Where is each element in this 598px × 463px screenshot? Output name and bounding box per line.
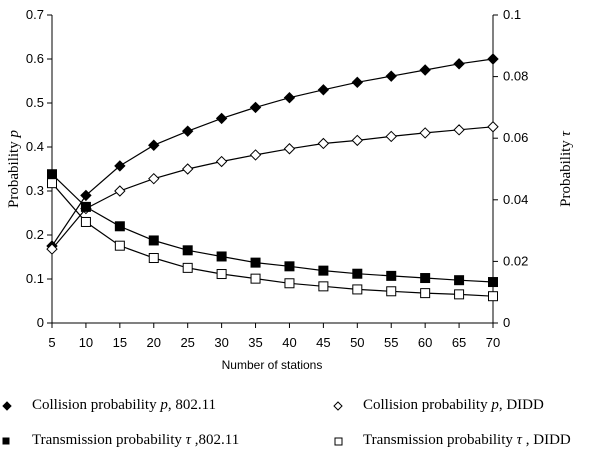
x-tick-label: 20	[147, 335, 161, 350]
axis-title-symbol: p	[6, 130, 22, 139]
right-y-tick-label: 0.02	[503, 253, 528, 268]
data-point-diamond	[114, 185, 126, 197]
data-point-square	[47, 178, 57, 189]
y-axis-title-left-text: Probability	[6, 138, 22, 208]
data-point-square	[114, 221, 125, 232]
data-point-diamond	[317, 84, 330, 96]
data-point-diamond	[487, 121, 499, 133]
y-axis-title-left: Probability p	[6, 130, 22, 208]
data-point-square	[386, 270, 397, 281]
data-point-square	[420, 288, 431, 299]
axis-title-symbol: τ	[558, 130, 574, 136]
series-layer	[46, 53, 499, 302]
data-point-diamond	[283, 143, 296, 155]
x-tick-label: 40	[282, 335, 296, 350]
series-line-0	[51, 58, 494, 247]
x-tick-label: 35	[248, 335, 262, 350]
data-point-square	[386, 286, 397, 297]
data-point-square	[148, 235, 159, 246]
data-point-diamond	[351, 76, 364, 89]
data-point-diamond	[215, 155, 228, 168]
data-point-diamond	[317, 137, 330, 150]
data-point-diamond	[249, 101, 262, 114]
x-tick-label: 60	[418, 335, 432, 350]
x-tick-label: 5	[48, 335, 55, 350]
left-y-tick-label: 0.1	[26, 271, 44, 286]
data-point-square	[114, 240, 125, 251]
data-point-square	[250, 273, 261, 284]
data-point-square	[148, 253, 159, 264]
data-point-square	[182, 262, 193, 273]
right-y-tick-label: 0	[503, 315, 510, 330]
data-point-diamond	[453, 124, 465, 136]
data-point-diamond	[453, 58, 465, 70]
left-y-tick-label: 0.6	[26, 51, 44, 66]
right-y-tick-label: 0.08	[503, 69, 528, 84]
data-point-square	[47, 169, 57, 180]
data-point-diamond	[487, 53, 499, 65]
x-tick-label: 50	[350, 335, 364, 350]
data-point-square	[80, 201, 91, 212]
data-point-diamond	[385, 70, 397, 82]
x-tick-label: 25	[180, 335, 194, 350]
right-y-ticks: 0 0.02 0.04 0.06 0.08 0.1	[493, 7, 528, 330]
data-point-diamond	[148, 172, 160, 185]
data-point-square	[182, 245, 193, 256]
series-line-3	[51, 182, 494, 297]
data-point-diamond	[181, 125, 194, 137]
x-tick-label: 55	[384, 335, 398, 350]
right-y-tick-label: 0.04	[503, 192, 528, 207]
data-point-square	[250, 257, 261, 268]
left-y-tick-label: 0	[37, 315, 44, 330]
data-point-diamond	[419, 64, 431, 76]
left-y-tick-label: 0.3	[26, 183, 44, 198]
data-point-diamond	[148, 139, 160, 151]
left-y-tick-label: 0.7	[26, 7, 44, 22]
left-y-ticks: 0 0.1 0.2 0.3 0.4 0.5 0.6 0.7	[26, 7, 52, 330]
right-y-tick-label: 0.06	[503, 130, 528, 145]
y-axis-title-right: Probability τ	[558, 130, 574, 206]
data-point-square	[284, 261, 295, 272]
data-point-square	[454, 289, 465, 300]
data-point-square	[454, 275, 465, 286]
data-point-diamond	[283, 92, 296, 104]
data-point-diamond	[80, 189, 92, 202]
data-point-diamond	[385, 130, 397, 143]
left-y-tick-label: 0.4	[26, 139, 44, 154]
data-point-diamond	[114, 160, 126, 172]
data-point-square	[352, 284, 363, 295]
x-tick-label: 30	[214, 335, 228, 350]
series-line-1	[51, 126, 494, 250]
data-point-square	[216, 251, 227, 262]
x-tick-label: 10	[79, 335, 93, 350]
data-point-diamond	[249, 149, 262, 161]
plot-area	[51, 15, 494, 324]
data-point-square	[318, 265, 329, 276]
data-point-diamond	[181, 163, 194, 175]
x-tick-label: 15	[113, 335, 127, 350]
data-point-square	[488, 277, 498, 288]
data-point-square	[318, 281, 329, 292]
x-tick-label: 70	[486, 335, 500, 350]
x-tick-label: 65	[452, 335, 466, 350]
right-y-tick-label: 0.1	[503, 7, 521, 22]
data-point-diamond	[215, 112, 228, 125]
data-point-square	[420, 273, 431, 284]
data-point-square	[488, 291, 498, 302]
data-point-square	[284, 278, 295, 289]
data-point-diamond	[351, 134, 364, 147]
data-point-square	[80, 216, 91, 227]
y-axis-title-right-text: Probability	[558, 136, 574, 206]
data-point-square	[352, 268, 363, 279]
x-ticks: 5 10 15 20 25 30 35 40 45 50 55 60 65 70	[48, 323, 500, 350]
x-axis-title: Number of stations	[222, 358, 323, 372]
data-point-diamond	[46, 243, 58, 255]
series-line-2	[51, 173, 494, 283]
data-point-square	[216, 269, 227, 280]
data-point-diamond	[419, 127, 431, 139]
left-y-tick-label: 0.5	[26, 95, 44, 110]
x-tick-label: 45	[316, 335, 330, 350]
left-y-tick-label: 0.2	[26, 227, 44, 242]
